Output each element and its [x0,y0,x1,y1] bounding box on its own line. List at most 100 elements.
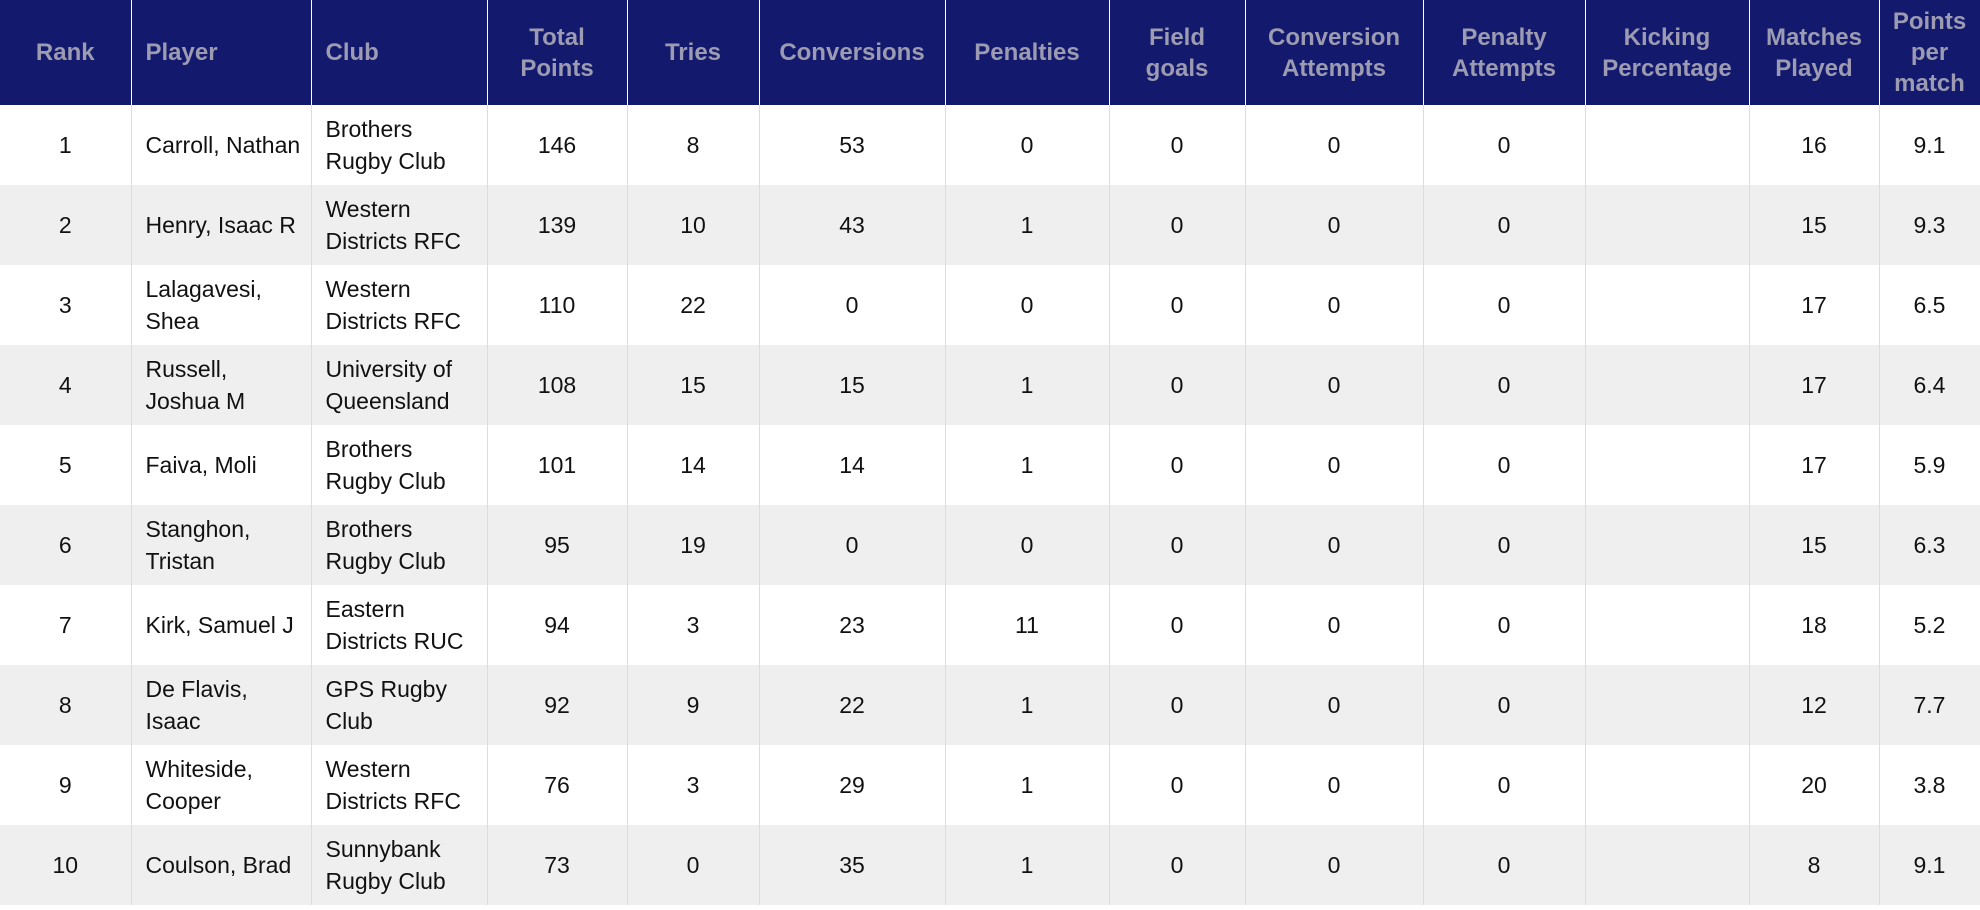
penalty-attempts-cell: 0 [1423,665,1586,745]
kicking-percentage-cell [1585,745,1750,825]
total-points-cell: 108 [487,345,628,425]
conversion-attempts-cell: 0 [1245,585,1424,665]
points-per-match-cell: 6.5 [1879,265,1980,345]
column-header-conversions[interactable]: Conversions [759,0,946,105]
column-header-field-goals[interactable]: Field goals [1109,0,1246,105]
total-points-cell: 146 [487,105,628,185]
column-header-player[interactable]: Player [131,0,312,105]
column-header-total-points[interactable]: Total Points [487,0,628,105]
rank-cell: 9 [0,745,132,825]
kicking-percentage-cell [1585,825,1750,905]
kicking-percentage-cell [1585,665,1750,745]
table-row: 9 Whiteside, Cooper Western Districts RFC 7… [0,745,1980,825]
player-cell[interactable]: De Flavis, Isaac [131,665,312,745]
rank-cell: 5 [0,425,132,505]
kicking-percentage-cell [1585,105,1750,185]
matches-played-cell: 16 [1749,105,1880,185]
conversion-attempts-cell: 0 [1245,265,1424,345]
column-header-points-per-match[interactable]: Points per match [1879,0,1980,105]
tries-cell: 0 [627,825,760,905]
kicking-percentage-cell [1585,425,1750,505]
penalty-attempts-cell: 0 [1423,345,1586,425]
conversions-cell: 53 [759,105,946,185]
penalties-cell: 0 [945,105,1110,185]
total-points-cell: 92 [487,665,628,745]
points-per-match-cell: 9.3 [1879,185,1980,265]
column-header-tries[interactable]: Tries [627,0,760,105]
total-points-cell: 101 [487,425,628,505]
penalties-cell: 1 [945,745,1110,825]
table-row: 4 Russell, Joshua M University of Queensla… [0,345,1980,425]
player-cell[interactable]: Russell, Joshua M [131,345,312,425]
conversion-attempts-cell: 0 [1245,185,1424,265]
table-row: 2 Henry, Isaac R Western Districts RFC 139 1… [0,185,1980,265]
tries-cell: 3 [627,585,760,665]
field-goals-cell: 0 [1109,585,1246,665]
conversion-attempts-cell: 0 [1245,425,1424,505]
tries-cell: 19 [627,505,760,585]
penalties-cell: 1 [945,185,1110,265]
table-row: 10 Coulson, Brad Sunnybank Rugby Club 73 0 35… [0,825,1980,905]
field-goals-cell: 0 [1109,745,1246,825]
penalties-cell: 1 [945,345,1110,425]
conversions-cell: 22 [759,665,946,745]
penalties-cell: 1 [945,425,1110,505]
conversion-attempts-cell: 0 [1245,505,1424,585]
table-row: 6 Stanghon, Tristan Brothers Rugby Club 95 1… [0,505,1980,585]
table-row: 8 De Flavis, Isaac GPS Rugby Club 92 9 22 1 0 0 0… [0,665,1980,745]
points-per-match-cell: 3.8 [1879,745,1980,825]
column-header-conversion-attempts[interactable]: Conversion Attempts [1245,0,1424,105]
column-header-kicking-percentage[interactable]: Kicking Percentage [1585,0,1750,105]
points-per-match-cell: 6.4 [1879,345,1980,425]
column-header-matches-played[interactable]: Matches Played [1749,0,1880,105]
total-points-cell: 76 [487,745,628,825]
penalty-attempts-cell: 0 [1423,425,1586,505]
matches-played-cell: 20 [1749,745,1880,825]
player-cell[interactable]: Kirk, Samuel J [131,585,312,665]
rank-cell: 8 [0,665,132,745]
points-per-match-cell: 7.7 [1879,665,1980,745]
column-header-penalty-attempts[interactable]: Penalty Attempts [1423,0,1586,105]
penalty-attempts-cell: 0 [1423,825,1586,905]
field-goals-cell: 0 [1109,665,1246,745]
total-points-cell: 73 [487,825,628,905]
points-per-match-cell: 6.3 [1879,505,1980,585]
penalties-cell: 1 [945,665,1110,745]
table-row: 3 Lalagavesi, Shea Western Districts RFC 11… [0,265,1980,345]
player-cell[interactable]: Coulson, Brad [131,825,312,905]
conversions-cell: 43 [759,185,946,265]
club-cell: Western Districts RFC [311,265,488,345]
player-cell[interactable]: Faiva, Moli [131,425,312,505]
player-cell[interactable]: Carroll, Nathan [131,105,312,185]
table-row: 5 Faiva, Moli Brothers Rugby Club 101 14 14 1 0… [0,425,1980,505]
club-cell: Western Districts RFC [311,745,488,825]
tries-cell: 3 [627,745,760,825]
total-points-cell: 110 [487,265,628,345]
player-cell[interactable]: Whiteside, Cooper [131,745,312,825]
penalty-attempts-cell: 0 [1423,185,1586,265]
tries-cell: 10 [627,185,760,265]
tries-cell: 14 [627,425,760,505]
field-goals-cell: 0 [1109,825,1246,905]
club-cell: Brothers Rugby Club [311,425,488,505]
kicking-percentage-cell [1585,345,1750,425]
points-per-match-cell: 5.9 [1879,425,1980,505]
conversions-cell: 35 [759,825,946,905]
conversions-cell: 14 [759,425,946,505]
column-header-penalties[interactable]: Penalties [945,0,1110,105]
column-header-club[interactable]: Club [311,0,488,105]
kicking-percentage-cell [1585,505,1750,585]
tries-cell: 8 [627,105,760,185]
conversion-attempts-cell: 0 [1245,745,1424,825]
player-cell[interactable]: Lalagavesi, Shea [131,265,312,345]
rank-cell: 6 [0,505,132,585]
table-row: 7 Kirk, Samuel J Eastern Districts RUC 94 3 2… [0,585,1980,665]
matches-played-cell: 18 [1749,585,1880,665]
rank-cell: 1 [0,105,132,185]
field-goals-cell: 0 [1109,265,1246,345]
column-header-rank[interactable]: Rank [0,0,132,105]
matches-played-cell: 8 [1749,825,1880,905]
player-cell[interactable]: Henry, Isaac R [131,185,312,265]
player-cell[interactable]: Stanghon, Tristan [131,505,312,585]
